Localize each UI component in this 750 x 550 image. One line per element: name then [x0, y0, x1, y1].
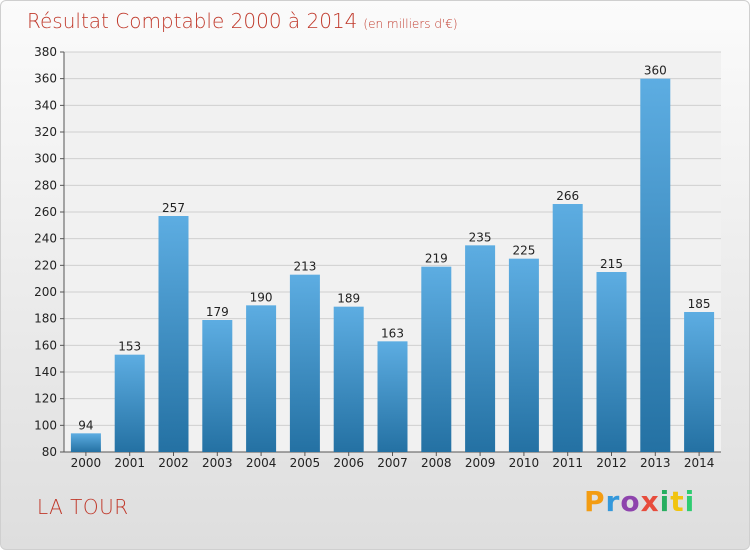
- x-tick-label-2001: 2001: [114, 456, 145, 470]
- value-label-2006: 189: [337, 292, 360, 306]
- y-tick-label: 280: [34, 178, 57, 192]
- x-tick-label-2000: 2000: [71, 456, 102, 470]
- bar-2004: [246, 305, 277, 452]
- y-tick-label: 340: [34, 98, 57, 112]
- value-label-2000: 94: [78, 418, 93, 432]
- brand-letter: t: [670, 485, 685, 518]
- y-tick-label: 160: [34, 338, 57, 352]
- bar-2006: [333, 306, 364, 452]
- bar-2012: [596, 272, 627, 452]
- chart-title: Résultat Comptable 2000 à 2014 (en millie…: [27, 9, 458, 33]
- x-tick-label-2008: 2008: [421, 456, 452, 470]
- bar-2010: [508, 258, 539, 452]
- bar-2003: [202, 320, 233, 452]
- brand-letter: x: [640, 485, 660, 518]
- y-tick-label: 240: [34, 232, 57, 246]
- x-tick-label-2003: 2003: [202, 456, 233, 470]
- labels: 2000 94 2001 153 2002 257 2003 179 2004 190 2005 21…: [71, 64, 715, 470]
- value-label-2005: 213: [293, 260, 316, 274]
- bar-2002: [158, 216, 189, 452]
- brand-letter: i: [659, 485, 671, 518]
- value-label-2011: 266: [556, 189, 579, 203]
- brand-letter: i: [684, 485, 696, 518]
- bar-2001: [114, 354, 145, 452]
- chart-subtitle: (en milliers d'€): [363, 17, 458, 31]
- bar-2009: [465, 245, 496, 452]
- x-tick-label-2011: 2011: [552, 456, 583, 470]
- brand-letter: r: [605, 485, 621, 518]
- value-label-2003: 179: [206, 305, 229, 319]
- value-label-2008: 219: [425, 252, 448, 266]
- place-name: LA TOUR: [37, 495, 129, 519]
- y-tick-label: 360: [34, 72, 57, 86]
- chart-title-text: Résultat Comptable 2000 à 2014: [27, 9, 358, 33]
- x-tick-label-2010: 2010: [509, 456, 540, 470]
- y-tick-label: 220: [34, 258, 57, 272]
- y-tick-label: 140: [34, 365, 57, 379]
- y-tick-label: 120: [34, 392, 57, 406]
- value-label-2004: 190: [250, 290, 273, 304]
- x-tick-label-2013: 2013: [640, 456, 671, 470]
- bar-2007: [377, 341, 408, 452]
- bar-2014: [684, 312, 715, 452]
- value-label-2012: 215: [600, 257, 623, 271]
- y-tick-label: 200: [34, 285, 57, 299]
- bar-2011: [552, 204, 583, 452]
- x-tick-label-2007: 2007: [377, 456, 408, 470]
- bar-2000: [70, 433, 101, 452]
- y-tick-label: 320: [34, 125, 57, 139]
- x-tick-label-2012: 2012: [596, 456, 627, 470]
- bar-2005: [289, 274, 320, 452]
- value-label-2014: 185: [688, 297, 711, 311]
- y-tick-label: 100: [34, 418, 57, 432]
- value-label-2010: 225: [512, 244, 535, 258]
- y-tick-label: 260: [34, 205, 57, 219]
- brand-letter: o: [620, 485, 641, 518]
- x-tick-label-2009: 2009: [465, 456, 496, 470]
- y-tick-label: 380: [34, 45, 57, 59]
- x-tick-label-2002: 2002: [158, 456, 189, 470]
- value-label-2001: 153: [118, 340, 141, 354]
- bars: [70, 78, 715, 453]
- value-label-2013: 360: [644, 64, 667, 78]
- x-tick-label-2004: 2004: [246, 456, 277, 470]
- bar-2008: [421, 266, 452, 452]
- x-tick-label-2005: 2005: [290, 456, 321, 470]
- proxiti-logo[interactable]: Proxiti: [584, 485, 695, 518]
- y-tick-label: 80: [42, 445, 57, 459]
- value-label-2002: 257: [162, 201, 185, 215]
- value-label-2009: 235: [469, 230, 492, 244]
- value-label-2007: 163: [381, 326, 404, 340]
- y-tick-label: 300: [34, 152, 57, 166]
- y-tick-label: 180: [34, 312, 57, 326]
- x-tick-label-2006: 2006: [333, 456, 364, 470]
- brand-letter: P: [584, 485, 606, 518]
- bar-2013: [640, 78, 671, 453]
- x-tick-label-2014: 2014: [684, 456, 715, 470]
